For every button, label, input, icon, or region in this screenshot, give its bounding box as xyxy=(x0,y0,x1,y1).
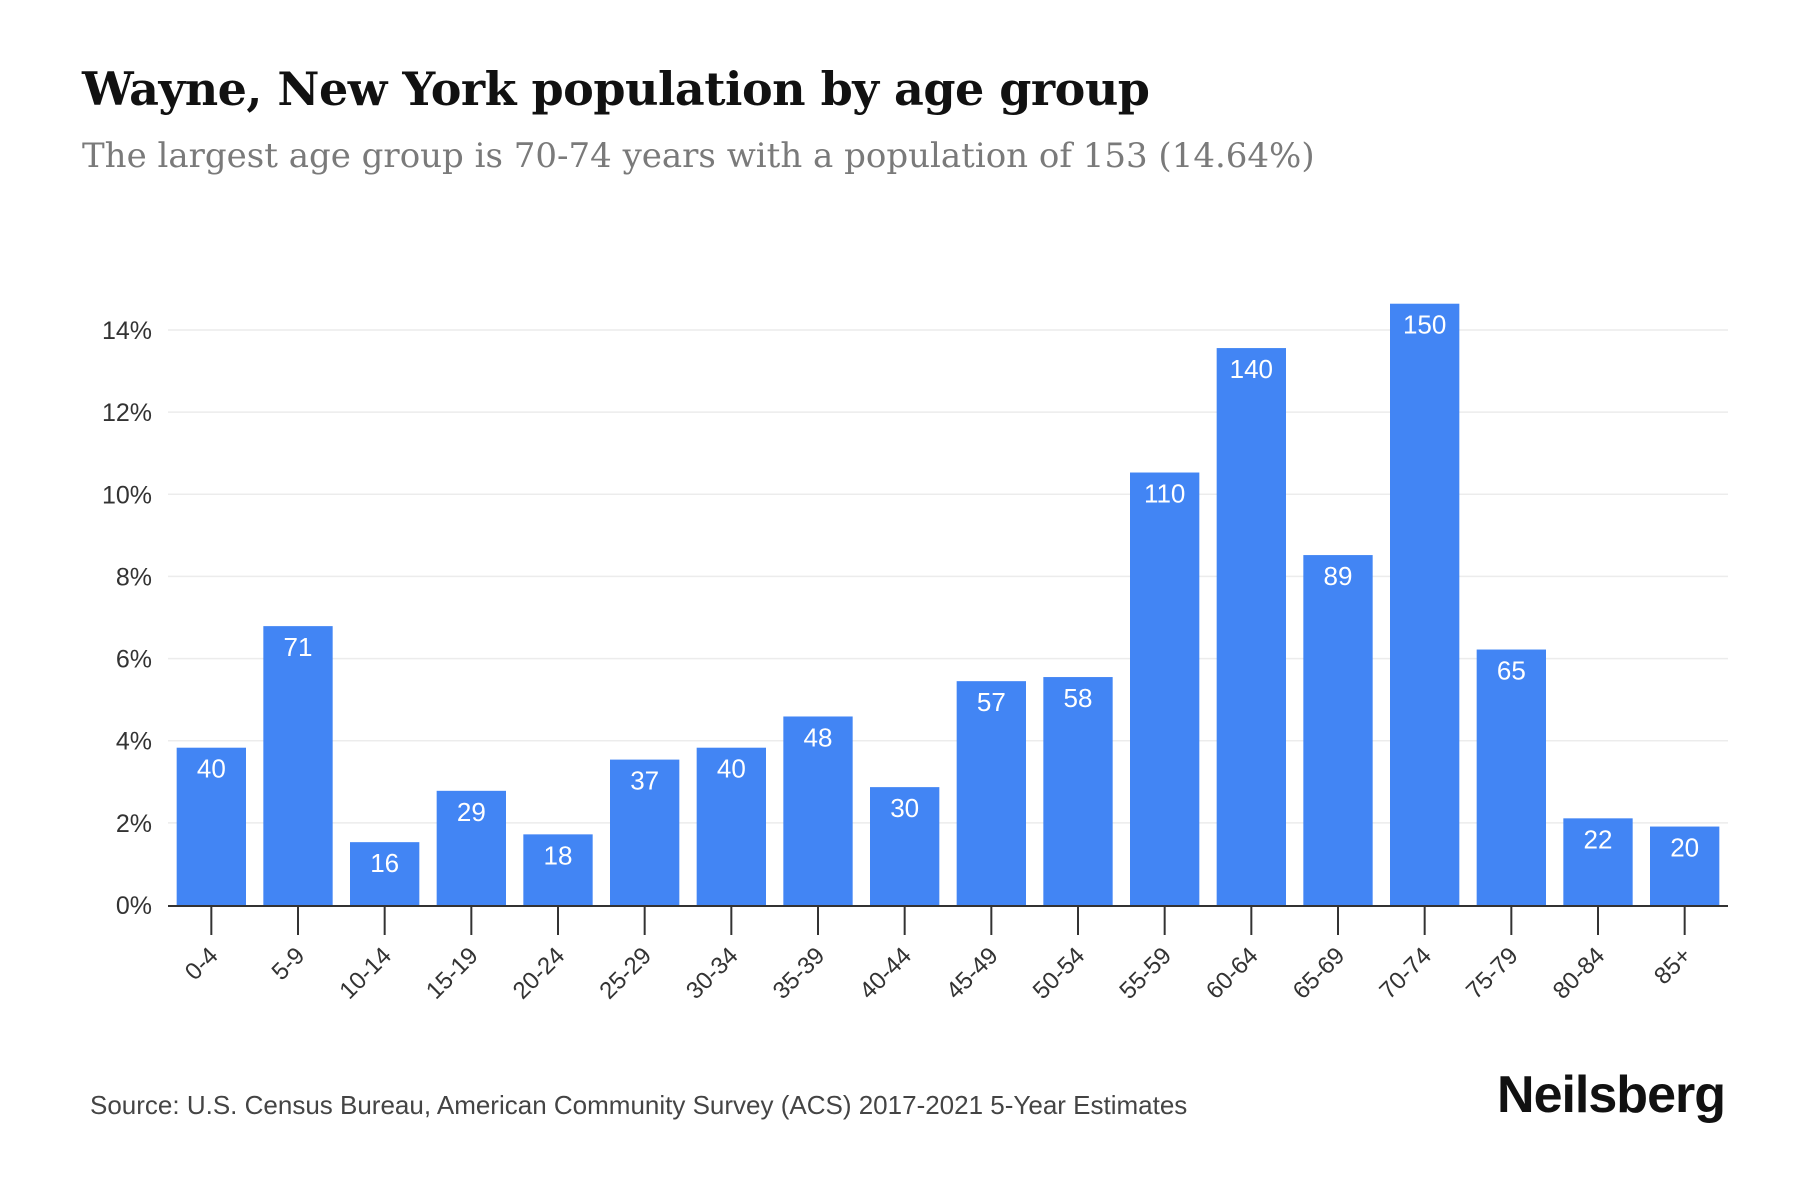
x-tick-label: 40-44 xyxy=(854,942,917,1005)
chart-subtitle: The largest age group is 70-74 years wit… xyxy=(82,136,1315,176)
y-tick-label: 6% xyxy=(116,646,152,674)
bar xyxy=(956,681,1026,905)
x-tick-label: 35-39 xyxy=(768,942,831,1005)
bar xyxy=(870,787,940,905)
x-tick-label: 50-54 xyxy=(1028,942,1091,1005)
brand-logo: Neilsberg xyxy=(1497,1066,1726,1124)
bar-data-label: 20 xyxy=(1670,833,1699,863)
x-tick-label: 5-9 xyxy=(267,942,311,986)
bar-data-label: 37 xyxy=(630,766,659,796)
bar-data-label: 29 xyxy=(457,797,486,827)
x-tick-label: 85+ xyxy=(1649,942,1697,990)
bar xyxy=(263,626,333,905)
y-tick-label: 14% xyxy=(102,317,152,345)
bar xyxy=(1130,472,1200,905)
bar-data-label: 16 xyxy=(370,848,399,878)
y-tick-label: 8% xyxy=(116,563,152,591)
bar-data-label: 110 xyxy=(1144,479,1185,509)
bar xyxy=(523,834,593,905)
x-tick-label: 55-59 xyxy=(1114,942,1177,1005)
y-tick-label: 4% xyxy=(116,728,152,756)
bar xyxy=(176,747,246,905)
y-tick-label: 0% xyxy=(116,892,152,920)
bar-data-label: 40 xyxy=(197,754,226,784)
bar xyxy=(1043,677,1113,905)
bar xyxy=(1303,555,1373,905)
y-tick-label: 10% xyxy=(102,481,152,509)
x-tick-label: 60-64 xyxy=(1201,942,1264,1005)
y-tick-label: 12% xyxy=(102,399,152,427)
bar xyxy=(350,842,420,905)
bar xyxy=(696,747,766,905)
bar xyxy=(1390,303,1460,905)
x-tick-label: 75-79 xyxy=(1461,942,1524,1005)
bar xyxy=(436,790,506,905)
x-tick-label: 65-69 xyxy=(1288,942,1351,1005)
x-tick-label: 45-49 xyxy=(941,942,1004,1005)
x-tick-label: 10-14 xyxy=(334,942,397,1005)
bar-data-label: 30 xyxy=(890,793,919,823)
x-tick-label: 15-19 xyxy=(421,942,484,1005)
bar-data-label: 65 xyxy=(1497,656,1526,686)
bar xyxy=(1563,818,1633,905)
x-tick-label: 70-74 xyxy=(1374,942,1437,1005)
x-tick-label: 20-24 xyxy=(508,942,571,1005)
bar xyxy=(1650,826,1720,905)
bar-data-label: 22 xyxy=(1584,824,1613,854)
bar xyxy=(1476,649,1546,905)
source-note: Source: U.S. Census Bureau, American Com… xyxy=(90,1090,1188,1120)
bar-data-label: 89 xyxy=(1324,561,1353,591)
bar-data-label: 58 xyxy=(1064,683,1093,713)
y-tick-label: 2% xyxy=(116,810,152,838)
x-tick-label: 0-4 xyxy=(180,942,224,986)
x-tick-label: 80-84 xyxy=(1548,942,1611,1005)
bar-data-label: 71 xyxy=(284,632,313,662)
bar xyxy=(1216,348,1286,906)
x-tick-label: 30-34 xyxy=(681,942,744,1005)
bar-data-label: 150 xyxy=(1403,310,1446,340)
bar-data-label: 18 xyxy=(544,840,573,870)
bar-data-label: 57 xyxy=(977,687,1006,717)
chart-title: Wayne, New York population by age group xyxy=(82,62,1150,116)
bar xyxy=(610,759,680,905)
bar xyxy=(783,716,853,905)
bar-data-label: 40 xyxy=(717,754,746,784)
x-tick-label: 25-29 xyxy=(594,942,657,1005)
bar-data-label: 48 xyxy=(804,722,833,752)
bar-data-label: 140 xyxy=(1230,354,1273,384)
